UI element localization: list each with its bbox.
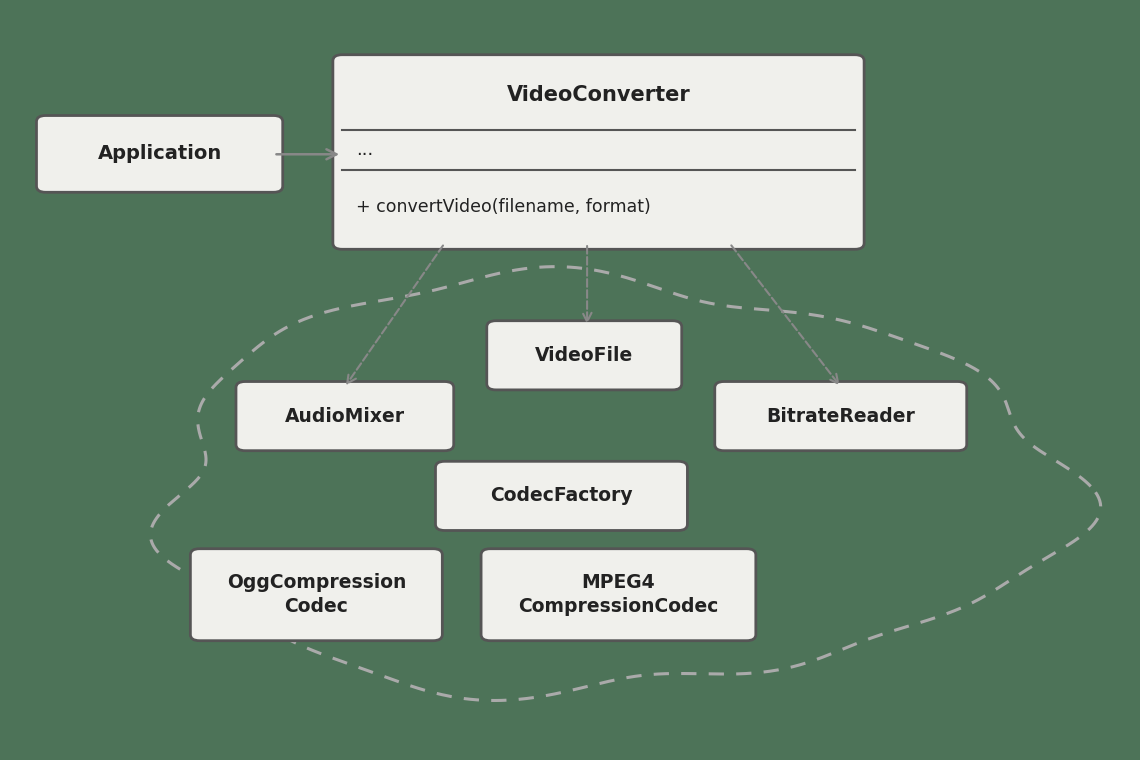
FancyBboxPatch shape (481, 549, 756, 641)
Text: VideoConverter: VideoConverter (506, 85, 691, 106)
Text: + convertVideo(filename, format): + convertVideo(filename, format) (356, 198, 651, 216)
FancyBboxPatch shape (715, 382, 967, 451)
FancyBboxPatch shape (190, 549, 442, 641)
Text: ...: ... (356, 141, 373, 159)
Text: VideoFile: VideoFile (535, 346, 634, 365)
Text: Application: Application (98, 144, 221, 163)
FancyBboxPatch shape (435, 461, 687, 530)
FancyBboxPatch shape (36, 116, 283, 192)
FancyBboxPatch shape (333, 55, 864, 249)
Text: MPEG4
CompressionCodec: MPEG4 CompressionCodec (519, 574, 718, 616)
Text: CodecFactory: CodecFactory (490, 486, 633, 505)
Text: OggCompression
Codec: OggCompression Codec (227, 574, 406, 616)
FancyBboxPatch shape (236, 382, 454, 451)
FancyBboxPatch shape (487, 321, 682, 390)
Text: AudioMixer: AudioMixer (285, 407, 405, 426)
Text: BitrateReader: BitrateReader (766, 407, 915, 426)
